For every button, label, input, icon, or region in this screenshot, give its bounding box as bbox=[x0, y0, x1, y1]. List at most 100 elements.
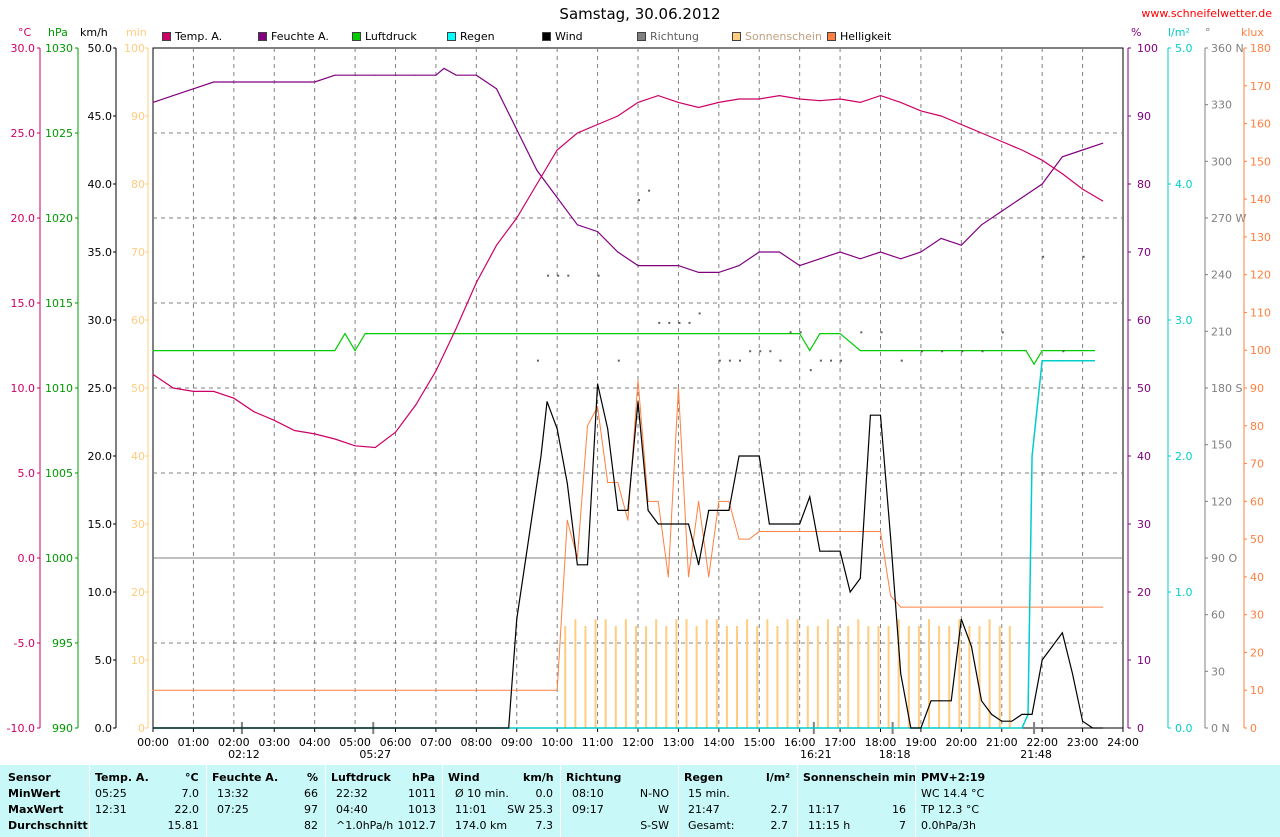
temperature-line-point bbox=[880, 95, 881, 97]
pressure-tick-label: 1020 bbox=[45, 212, 73, 225]
humidity-line-point bbox=[1102, 142, 1104, 144]
sun-tick-label: 0 bbox=[138, 722, 145, 735]
stats-cell-s_time: 11:15 h bbox=[808, 819, 851, 832]
wind-line-point bbox=[1001, 720, 1003, 722]
temperature-line-point bbox=[536, 183, 538, 185]
stats-header-regen-unit: l/m² bbox=[766, 771, 791, 784]
temperature-line-point bbox=[981, 132, 983, 134]
humidity-tick-label: 30 bbox=[1137, 518, 1151, 531]
humidity-line-point bbox=[900, 258, 902, 260]
direction-dot bbox=[557, 274, 560, 277]
humidity-line-point bbox=[819, 258, 821, 260]
legend-swatch bbox=[827, 32, 836, 41]
wind-line-point bbox=[508, 727, 510, 729]
sun-tick-label: 50 bbox=[131, 382, 145, 395]
x-tick-label: 12:00 bbox=[622, 736, 654, 749]
humidity-tick-label: 10 bbox=[1137, 654, 1151, 667]
stats-cell-rain_val: 2.7 bbox=[770, 803, 789, 816]
humidity-line-point bbox=[1001, 210, 1003, 212]
wind-line-point bbox=[546, 401, 548, 403]
wind-line-point bbox=[728, 509, 730, 511]
event-label: 21:48 bbox=[1020, 748, 1052, 761]
legend-swatch bbox=[542, 32, 551, 41]
direction-dot bbox=[840, 359, 843, 362]
rain-line-point bbox=[1094, 360, 1096, 362]
direction-dot bbox=[718, 359, 721, 362]
x-tick-label: 06:00 bbox=[380, 736, 412, 749]
temperature-line-point bbox=[617, 115, 619, 117]
stats-cell-w_time: 174.0 km bbox=[455, 819, 508, 832]
stats-cell-label: MinWert bbox=[8, 787, 61, 800]
humidity-line-point bbox=[880, 251, 881, 253]
legend-swatch bbox=[162, 32, 171, 41]
lux-tick-label: 170 bbox=[1250, 80, 1271, 93]
temperature-line-point bbox=[496, 244, 498, 246]
wind-tick-label: 15.0 bbox=[88, 518, 113, 531]
temperature-line-point bbox=[657, 95, 659, 97]
stats-cell-p_time: ^1.0hPa/h bbox=[336, 819, 394, 832]
direction-dot bbox=[829, 359, 832, 362]
wind-line-point bbox=[1071, 673, 1073, 675]
direction-tick-label: 240 bbox=[1211, 269, 1232, 282]
brightness-line-point bbox=[758, 531, 760, 533]
wind-line-point bbox=[960, 618, 962, 620]
stats-header-regen: Regen bbox=[684, 771, 724, 784]
temperature-line-point bbox=[1041, 159, 1043, 161]
stats-header-luftdruck-unit: hPa bbox=[412, 771, 436, 784]
lux-tick-label: 80 bbox=[1250, 420, 1264, 433]
temperature-line-point bbox=[213, 390, 215, 392]
x-tick-label: 10:00 bbox=[541, 736, 573, 749]
x-tick-label: 24:00 bbox=[1107, 736, 1139, 749]
temperature-line-point bbox=[455, 328, 457, 329]
direction-dot bbox=[728, 359, 731, 362]
wind-line-point bbox=[839, 550, 841, 552]
x-tick-label: 04:00 bbox=[299, 736, 331, 749]
pressure-line-point bbox=[344, 333, 346, 335]
brightness-line bbox=[153, 380, 1103, 691]
wind-line-point bbox=[698, 564, 700, 566]
humidity-line-point bbox=[213, 81, 215, 83]
temperature-line-point bbox=[435, 370, 437, 372]
lux-tick-label: 70 bbox=[1250, 458, 1264, 471]
wind-line-point bbox=[758, 455, 760, 457]
x-tick-label: 09:00 bbox=[501, 736, 533, 749]
temperature-line-point bbox=[799, 98, 801, 100]
stats-cell-w_time: Ø 10 min. bbox=[455, 787, 509, 800]
humidity-line-point bbox=[677, 265, 679, 267]
x-tick-label: 07:00 bbox=[420, 736, 452, 749]
x-tick-label: 08:00 bbox=[460, 736, 492, 749]
rain-unit: l/m² bbox=[1168, 26, 1190, 39]
x-tick-label: 02:00 bbox=[218, 736, 250, 749]
wind-line-point bbox=[647, 509, 649, 511]
stats-cell-w_val: SW 25.3 bbox=[507, 803, 553, 816]
direction-tick-label: 270 W bbox=[1211, 212, 1246, 225]
brightness-line-point bbox=[617, 481, 619, 483]
pressure-line-point bbox=[1033, 363, 1035, 365]
wind-line-point bbox=[617, 509, 619, 511]
wind-line-point bbox=[869, 414, 871, 416]
direction-dot bbox=[789, 331, 792, 334]
legend-label: Helligkeit bbox=[840, 30, 892, 43]
temperature-line-point bbox=[354, 445, 356, 447]
brightness-line-point bbox=[738, 538, 740, 540]
humidity-line-point bbox=[516, 129, 518, 131]
website-link[interactable]: www.schneifelwetter.de bbox=[1141, 7, 1272, 20]
wind-line-point bbox=[152, 727, 154, 729]
brightness-line-point bbox=[900, 606, 902, 608]
rain-tick-label: 5.0 bbox=[1175, 42, 1193, 55]
sun-tick-label: 70 bbox=[131, 246, 145, 259]
stats-header-sonne: Sonnenschein min bbox=[803, 771, 917, 784]
stats-header-feuchte: Feuchte A. bbox=[212, 771, 279, 784]
wind-line-point bbox=[667, 523, 669, 525]
wind-line-point bbox=[748, 455, 750, 457]
wind-line-point bbox=[920, 727, 922, 729]
stats-cell-pmv: TP 12.3 °C bbox=[921, 803, 980, 816]
brightness-line-point bbox=[677, 387, 679, 389]
sun-tick-label: 40 bbox=[131, 450, 145, 463]
temperature-line-point bbox=[1021, 149, 1023, 151]
humidity-line-point bbox=[443, 67, 445, 69]
pressure-tick-label: 1005 bbox=[45, 467, 73, 480]
stats-cell-r_val: N-NO bbox=[639, 787, 669, 800]
wind-line-point bbox=[738, 455, 740, 457]
pressure-line-point bbox=[354, 350, 356, 352]
